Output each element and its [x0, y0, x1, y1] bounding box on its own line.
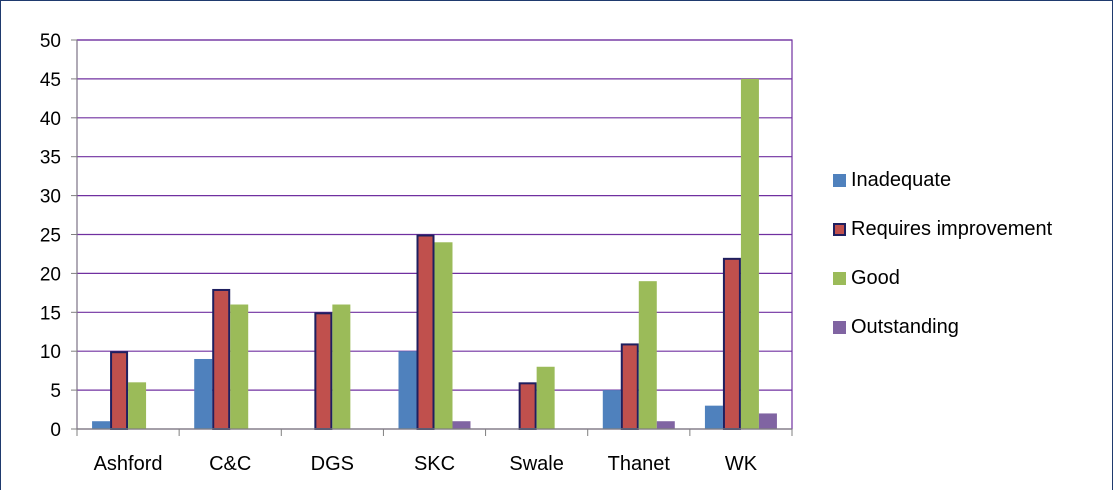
- bar-thanet-inadequate: [602, 390, 621, 429]
- y-tick-label: 40: [40, 109, 61, 130]
- bar-ashford-inadequate: [92, 421, 111, 429]
- legend-swatch-inadequate: [833, 173, 846, 187]
- y-tick-label: 25: [40, 226, 61, 247]
- y-tick-label: 15: [40, 303, 61, 324]
- bar-skc-good: [434, 242, 453, 429]
- y-axis-tick-labels: 0 5 10 15 20 25 30 35 40 45 50: [40, 31, 61, 441]
- x-category-label-dgs: DGS: [311, 453, 354, 475]
- x-axis-category-labels: Ashford C&C DGS SKC Swale Thanet WK: [94, 453, 758, 475]
- legend-swatch-outstanding: [833, 320, 846, 334]
- y-tick-label: 45: [40, 70, 61, 91]
- bar-thanet-requires-improvement: [620, 343, 639, 431]
- x-category-label-candc: C&C: [209, 453, 251, 475]
- x-category-label-wk: WK: [725, 453, 758, 475]
- bar-ashford-good: [128, 382, 147, 429]
- bar-thanet-outstanding: [656, 421, 675, 429]
- legend-label: Requires improvement: [851, 217, 1053, 240]
- y-tick-label: 30: [40, 187, 61, 208]
- bar-wk-inadequate: [704, 405, 723, 429]
- y-tick-label: 5: [50, 381, 61, 402]
- bar-skc-inadequate: [398, 351, 417, 429]
- bar-thanet-good: [638, 281, 657, 429]
- bar-dgs-requires-improvement: [314, 312, 333, 430]
- legend-item-requires-improvement: Requires improvement: [833, 217, 1052, 241]
- legend-label: Good: [851, 266, 900, 289]
- bar-swale-good: [536, 366, 555, 429]
- legend-label: Inadequate: [851, 168, 952, 191]
- x-category-label-thanet: Thanet: [608, 453, 671, 475]
- legend-swatch-good: [833, 271, 846, 285]
- x-category-label-skc: SKC: [414, 453, 455, 475]
- bar-ashford-requires-improvement: [110, 351, 129, 431]
- legend-label: Outstanding: [851, 315, 959, 338]
- bar-wk-requires-improvement: [722, 257, 741, 430]
- bar-wk-outstanding: [758, 413, 777, 429]
- bar-wk-good: [740, 78, 759, 430]
- bar-dgs-good: [332, 304, 351, 429]
- y-tick-label: 20: [40, 264, 61, 285]
- y-tick-label: 50: [40, 31, 61, 52]
- legend: Inadequate Requires improvement Good Out…: [833, 168, 1052, 364]
- bar-candc-requires-improvement: [212, 288, 231, 430]
- bar-skc-outstanding: [452, 421, 471, 429]
- x-category-label-swale: Swale: [509, 453, 563, 475]
- legend-item-inadequate: Inadequate: [833, 168, 1052, 192]
- bar-candc-inadequate: [194, 358, 213, 429]
- legend-swatch-requires-improvement: [833, 222, 846, 236]
- x-category-label-ashford: Ashford: [94, 453, 163, 475]
- y-tick-label: 0: [50, 420, 61, 441]
- legend-item-outstanding: Outstanding: [833, 315, 1052, 339]
- axes: [71, 39, 793, 436]
- y-tick-label: 35: [40, 148, 61, 169]
- legend-item-good: Good: [833, 266, 1052, 290]
- bar-skc-requires-improvement: [416, 234, 435, 430]
- bars: [92, 78, 777, 431]
- bar-swale-requires-improvement: [518, 382, 537, 431]
- y-tick-label: 10: [40, 342, 61, 363]
- bar-candc-good: [230, 304, 249, 429]
